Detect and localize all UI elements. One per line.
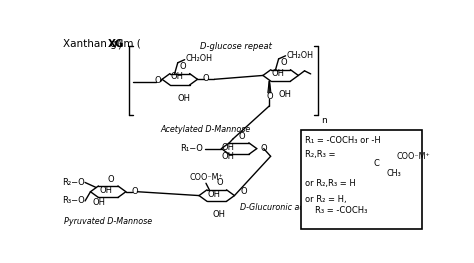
Text: OH: OH <box>212 210 226 219</box>
Text: R₃ = -COCH₃: R₃ = -COCH₃ <box>315 206 367 215</box>
Text: OH: OH <box>177 94 190 103</box>
Text: O: O <box>155 76 162 85</box>
Text: O: O <box>281 58 287 67</box>
Text: OH: OH <box>208 190 221 199</box>
Text: n: n <box>321 116 327 125</box>
Text: D-Glucuronic acid: D-Glucuronic acid <box>240 203 311 212</box>
Text: CH₂OH: CH₂OH <box>286 50 313 59</box>
Text: O: O <box>203 74 210 83</box>
Text: O: O <box>239 132 246 140</box>
Text: CH₂OH: CH₂OH <box>185 54 212 63</box>
Text: O: O <box>240 187 247 196</box>
Text: O: O <box>108 175 115 184</box>
Text: Pyruvated D-Mannose: Pyruvated D-Mannose <box>64 218 153 226</box>
Text: O: O <box>132 187 138 196</box>
Text: OH: OH <box>221 152 235 161</box>
Text: R₁ = -COCH₃ or -H: R₁ = -COCH₃ or -H <box>304 136 380 145</box>
Text: OH: OH <box>278 90 291 99</box>
Text: O: O <box>266 92 273 101</box>
Text: R₂−O: R₂−O <box>62 178 85 187</box>
Text: OH: OH <box>100 186 112 195</box>
Text: or R₂ = H,: or R₂ = H, <box>304 195 346 204</box>
Text: CH₃: CH₃ <box>387 169 401 178</box>
Text: ): ) <box>118 39 121 49</box>
Text: D-glucose repeat: D-glucose repeat <box>200 42 272 51</box>
Text: COO⁻M⁺: COO⁻M⁺ <box>189 173 223 182</box>
Bar <box>301 130 422 229</box>
Text: R₃−O: R₃−O <box>62 196 85 205</box>
Text: C: C <box>373 159 379 169</box>
Text: O: O <box>180 62 186 71</box>
Text: OH: OH <box>93 198 106 207</box>
Text: OH: OH <box>221 143 235 151</box>
Text: or R₂,R₃ = H: or R₂,R₃ = H <box>304 179 356 188</box>
Text: Xanthan gum (: Xanthan gum ( <box>63 39 140 49</box>
Text: OH: OH <box>272 69 285 78</box>
Text: O: O <box>261 144 267 153</box>
Text: Acetylated D-Mannose: Acetylated D-Mannose <box>160 125 250 134</box>
Text: COO⁻M⁺: COO⁻M⁺ <box>396 152 430 161</box>
Text: R₁−O: R₁−O <box>180 144 203 153</box>
Text: XG: XG <box>108 39 125 49</box>
Text: OH: OH <box>171 73 184 82</box>
Text: R₂,R₃ =: R₂,R₃ = <box>304 150 335 159</box>
Text: O: O <box>217 179 223 188</box>
